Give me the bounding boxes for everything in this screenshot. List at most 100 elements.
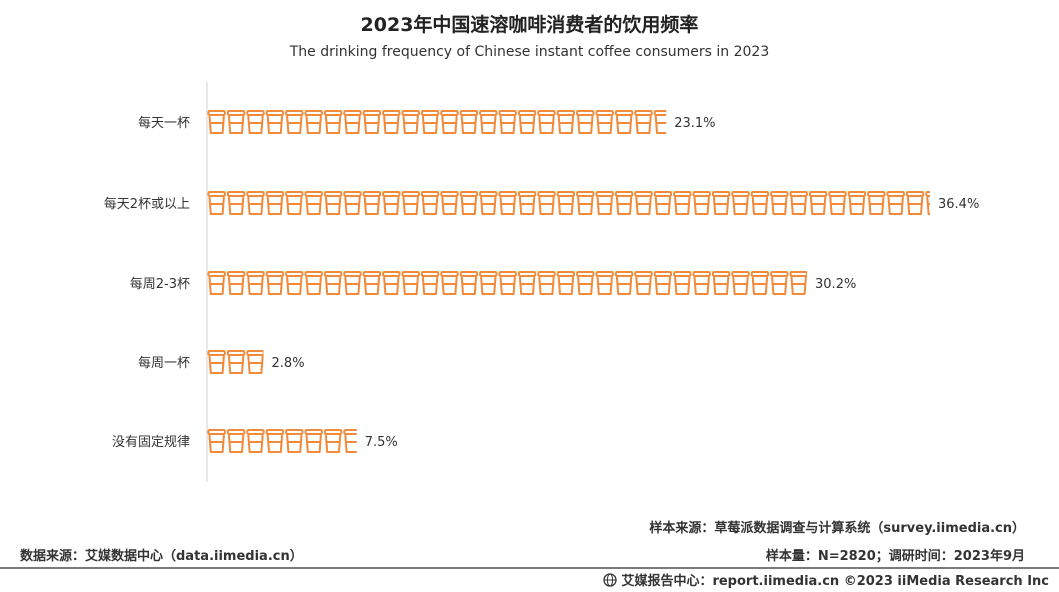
coffee-cup-icon	[673, 271, 692, 295]
coffee-cup-icon	[634, 110, 653, 134]
coffee-cup-icon	[382, 110, 401, 134]
coffee-cup-icon	[246, 191, 265, 215]
category-label: 每周2-3杯	[130, 276, 190, 292]
coffee-cup-icon	[207, 350, 226, 374]
coffee-cup-icon	[440, 191, 459, 215]
coffee-cup-icon	[537, 110, 556, 134]
coffee-cup-icon	[265, 429, 285, 453]
coffee-cup-icon	[323, 429, 343, 453]
globe-icon	[603, 572, 618, 587]
coffee-cup-icon	[653, 110, 667, 134]
coffee-cup-icon	[207, 271, 226, 295]
coffee-cup-icon	[537, 191, 556, 215]
coffee-cup-icon	[265, 271, 285, 295]
coffee-cup-icon	[614, 191, 634, 215]
coffee-cup-icon	[401, 191, 420, 215]
bar-0	[207, 110, 667, 134]
coffee-cup-icon	[556, 110, 576, 134]
bar-4	[207, 429, 357, 453]
value-label: 36.4%	[938, 197, 979, 212]
category-label: 没有固定规律	[112, 435, 190, 450]
coffee-cup-icon	[323, 271, 343, 295]
coffee-cup-icon	[673, 191, 692, 215]
coffee-cup-icon	[614, 271, 634, 295]
coffee-cup-icon	[265, 110, 285, 134]
coffee-cup-icon	[420, 191, 440, 215]
footer-divider	[0, 567, 1059, 569]
coffee-cup-icon	[789, 191, 808, 215]
coffee-cup-icon	[246, 271, 265, 295]
coffee-cup-icon	[226, 429, 246, 453]
coffee-cup-icon	[265, 191, 285, 215]
coffee-cup-icon	[867, 191, 886, 215]
coffee-cup-icon	[207, 110, 226, 134]
coffee-cup-icon	[459, 271, 479, 295]
coffee-cup-icon	[246, 110, 265, 134]
coffee-cup-icon	[479, 110, 498, 134]
coffee-cup-icon	[226, 271, 246, 295]
data-source: 数据来源：艾媒数据中心（data.iimedia.cn）	[20, 549, 303, 564]
chart-title: 2023年中国速溶咖啡消费者的饮用频率	[360, 14, 699, 36]
coffee-cup-icon	[343, 110, 362, 134]
coffee-cup-icon	[362, 271, 382, 295]
coffee-cup-icon	[362, 191, 382, 215]
coffee-cup-icon	[750, 271, 770, 295]
coffee-cup-icon	[304, 110, 323, 134]
coffee-cup-icon	[382, 191, 401, 215]
coffee-cup-icon	[323, 191, 343, 215]
coffee-cup-icon	[556, 271, 576, 295]
coffee-cup-icon	[246, 350, 264, 374]
coffee-cup-icon	[750, 191, 770, 215]
coffee-cup-icon	[634, 271, 653, 295]
coffee-cup-icon	[285, 191, 304, 215]
value-label: 2.8%	[272, 356, 305, 371]
coffee-cup-icon	[226, 350, 246, 374]
coffee-cup-icon	[595, 110, 614, 134]
coffee-cup-icon	[479, 191, 498, 215]
coffee-cup-icon	[576, 110, 595, 134]
coffee-cup-icon	[382, 271, 401, 295]
coffee-cup-icon	[304, 191, 323, 215]
value-label: 30.2%	[815, 277, 856, 292]
coffee-cup-icon	[925, 191, 930, 215]
coffee-cup-icon	[595, 271, 614, 295]
coffee-cup-icon	[498, 271, 517, 295]
coffee-cup-icon	[304, 271, 323, 295]
coffee-cup-icon	[614, 110, 634, 134]
coffee-cup-icon	[537, 271, 556, 295]
coffee-cup-icon	[770, 191, 789, 215]
coffee-cup-icon	[207, 429, 226, 453]
category-label: 每周一杯	[138, 355, 190, 371]
coffee-cup-icon	[595, 191, 614, 215]
coffee-cup-icon	[711, 271, 731, 295]
coffee-cup-icon	[517, 271, 537, 295]
sample-source: 样本来源：草莓派数据调查与计算系统（survey.iimedia.cn）	[649, 521, 1025, 536]
coffee-cup-icon	[692, 191, 711, 215]
coffee-cup-icon	[498, 110, 517, 134]
coffee-cup-icon	[905, 191, 925, 215]
coffee-cup-icon	[731, 191, 750, 215]
coffee-cup-icon	[808, 191, 828, 215]
coffee-cup-icon	[285, 429, 304, 453]
bar-2	[207, 271, 808, 295]
coffee-cup-icon	[285, 271, 304, 295]
coffee-cup-icon	[420, 271, 440, 295]
coffee-cup-icon	[285, 110, 304, 134]
coffee-cup-icon	[711, 191, 731, 215]
coffee-cup-icon	[576, 191, 595, 215]
coffee-cup-icon	[362, 110, 382, 134]
chart-subtitle: The drinking frequency of Chinese instan…	[289, 44, 770, 60]
coffee-cup-icon	[207, 191, 226, 215]
coffee-cup-icon	[226, 191, 246, 215]
coffee-cup-icon	[770, 271, 789, 295]
value-label: 23.1%	[674, 116, 715, 131]
coffee-cup-icon	[459, 191, 479, 215]
coffee-cup-icon	[653, 191, 673, 215]
coffee-cup-icon	[634, 191, 653, 215]
coffee-cup-icon	[401, 110, 420, 134]
coffee-cup-icon	[343, 191, 362, 215]
coffee-cup-icon	[653, 271, 673, 295]
coffee-cup-icon	[886, 191, 905, 215]
coffee-cup-icon	[517, 110, 537, 134]
coffee-cup-icon	[401, 271, 420, 295]
